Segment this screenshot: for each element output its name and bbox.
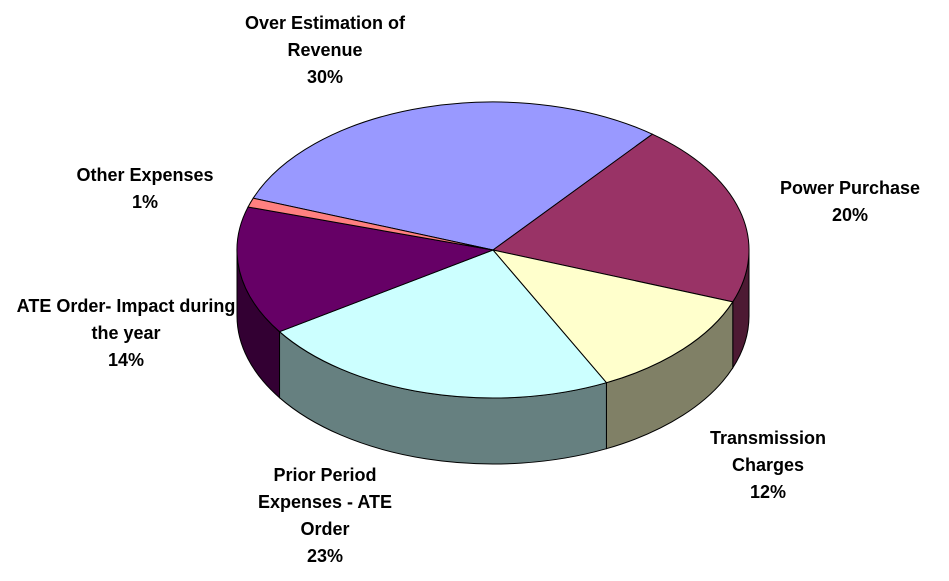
value-label: 23% (306, 546, 344, 566)
slice-label: Over Estimation of Revenue 30% (205, 10, 445, 91)
category-label: Other Expenses (76, 165, 214, 185)
slice-label: Prior Period Expenses - ATE Order 23% (240, 462, 410, 570)
slice (491, 249, 734, 384)
slice (252, 101, 654, 251)
slice-label: Other Expenses 1% (45, 162, 245, 216)
category-label: Over Estimation of Revenue (244, 13, 406, 60)
slice (491, 133, 750, 303)
slice-label: Transmission Charges 12% (688, 425, 848, 506)
value-label: 14% (107, 350, 145, 370)
category-label: Power Purchase (779, 178, 921, 198)
slice-label: ATE Order- Impact during the year 14% (1, 293, 251, 374)
value-label: 30% (306, 67, 344, 87)
slice (236, 206, 495, 333)
category-label: Transmission Charges (709, 428, 827, 475)
value-label: 20% (831, 205, 869, 225)
category-label: ATE Order- Impact during the year (16, 296, 236, 343)
slice-label: Power Purchase 20% (750, 175, 949, 229)
value-label: 1% (131, 192, 158, 212)
value-label: 12% (749, 482, 787, 502)
slice (278, 249, 608, 399)
category-label: Prior Period Expenses - ATE Order (257, 465, 393, 539)
slice (247, 197, 494, 251)
